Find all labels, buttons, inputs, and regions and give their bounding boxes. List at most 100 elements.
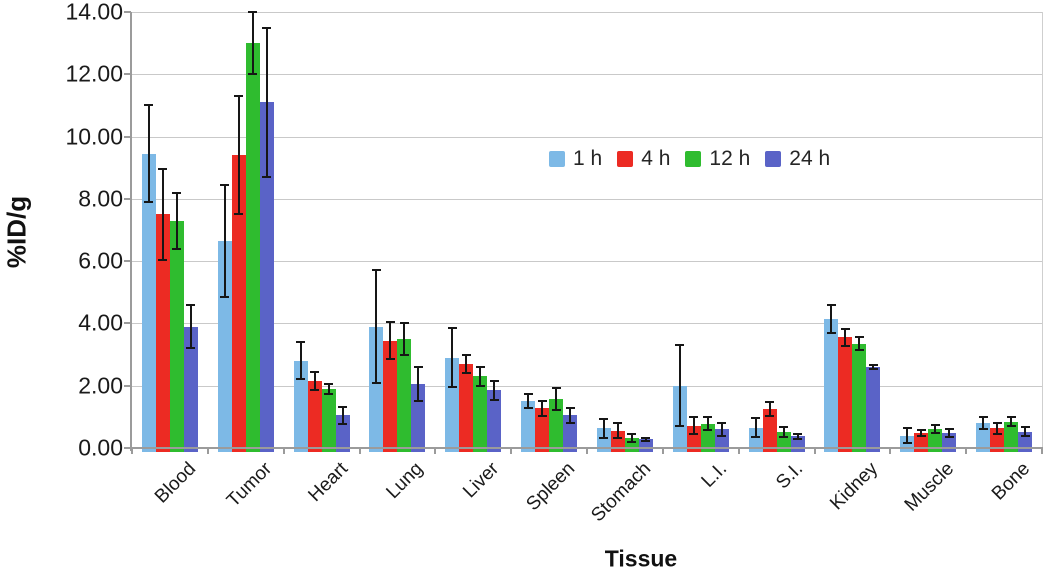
x-tick bbox=[889, 449, 892, 454]
error-bar-cap bbox=[689, 432, 699, 435]
error-bar-cap bbox=[1020, 426, 1030, 429]
error-bar-cap bbox=[902, 426, 912, 429]
error-bar bbox=[858, 337, 861, 350]
legend-item: 4 h bbox=[617, 147, 670, 171]
error-bar-cap bbox=[779, 436, 789, 439]
legend-item: 12 h bbox=[685, 147, 750, 171]
error-bar-cap bbox=[537, 414, 547, 417]
y-tick-label: 12.00 bbox=[65, 60, 123, 87]
bar-4h-Lung bbox=[383, 340, 398, 452]
x-tick bbox=[282, 449, 285, 454]
bar-24h-Kidney bbox=[866, 367, 881, 452]
error-bar bbox=[782, 427, 785, 438]
bar-1h-Blood bbox=[141, 153, 156, 452]
x-tick bbox=[965, 449, 968, 454]
error-bar-cap bbox=[220, 295, 230, 298]
error-bar bbox=[616, 423, 619, 439]
error-bar-cap bbox=[1006, 415, 1016, 418]
error-bar-cap bbox=[523, 393, 533, 396]
error-bar bbox=[754, 418, 757, 438]
error-bar bbox=[175, 192, 178, 249]
error-bar bbox=[299, 342, 302, 380]
bar-4h-Kidney bbox=[838, 337, 853, 452]
error-bar-cap bbox=[751, 436, 761, 439]
plot-right-border bbox=[1042, 12, 1043, 448]
error-bar-cap bbox=[613, 422, 623, 425]
error-bar-cap bbox=[371, 269, 381, 272]
bar-4h-Liver bbox=[459, 363, 474, 452]
error-bar bbox=[341, 406, 344, 425]
error-bar bbox=[479, 367, 482, 386]
error-bar-cap bbox=[413, 366, 423, 369]
y-tick-label: 4.00 bbox=[78, 309, 123, 336]
error-bar-cap bbox=[703, 428, 713, 431]
error-bar-cap bbox=[599, 436, 609, 439]
error-bar-cap bbox=[868, 368, 878, 371]
error-bar bbox=[920, 429, 923, 437]
y-tick bbox=[124, 197, 131, 200]
legend-swatch-icon bbox=[685, 151, 702, 167]
error-bar-cap bbox=[172, 247, 182, 250]
error-bar-cap bbox=[475, 384, 485, 387]
bar-1h-Tumor bbox=[217, 240, 232, 452]
error-bar bbox=[796, 433, 799, 439]
error-bar-cap bbox=[854, 348, 864, 351]
error-bar-cap bbox=[461, 353, 471, 356]
legend-label: 12 h bbox=[709, 147, 751, 170]
error-bar-cap bbox=[565, 421, 575, 424]
error-bar-cap bbox=[779, 426, 789, 429]
bar-1h-Spleen bbox=[521, 401, 536, 452]
error-bar-cap bbox=[868, 363, 878, 366]
x-axis-line bbox=[130, 447, 1043, 449]
bar-12h-Spleen bbox=[549, 399, 564, 452]
legend-swatch-icon bbox=[617, 151, 634, 167]
error-bar bbox=[189, 304, 192, 349]
error-bar-cap bbox=[751, 417, 761, 420]
error-bar-cap bbox=[992, 421, 1002, 424]
error-bar-cap bbox=[371, 381, 381, 384]
error-bar bbox=[630, 434, 633, 443]
error-bar-cap bbox=[826, 331, 836, 334]
error-bar-cap bbox=[916, 435, 926, 438]
error-bar bbox=[569, 407, 572, 423]
error-bar-cap bbox=[565, 406, 575, 409]
bar-1h-SI bbox=[748, 427, 763, 452]
error-bar-cap bbox=[551, 409, 561, 411]
error-bar-cap bbox=[854, 336, 864, 339]
gridline bbox=[132, 136, 1043, 138]
error-bar bbox=[720, 423, 723, 436]
error-bar-cap bbox=[551, 387, 561, 390]
error-bar-cap bbox=[296, 378, 306, 381]
error-bar bbox=[555, 388, 558, 410]
error-bar-cap bbox=[234, 95, 244, 98]
error-bar-cap bbox=[717, 434, 727, 437]
error-bar bbox=[678, 345, 681, 427]
error-bar-cap bbox=[234, 213, 244, 216]
legend-label: 24 h bbox=[789, 147, 831, 170]
bar-12h-Tumor bbox=[245, 43, 260, 452]
y-tick-label: 0.00 bbox=[78, 434, 123, 461]
error-bar-cap bbox=[944, 428, 954, 431]
error-bar-cap bbox=[413, 400, 423, 403]
x-tick bbox=[661, 449, 664, 454]
gridline bbox=[132, 385, 1043, 387]
error-bar-cap bbox=[338, 423, 348, 426]
error-bar-cap bbox=[385, 358, 395, 361]
error-bar-cap bbox=[675, 425, 685, 428]
x-tick bbox=[206, 449, 209, 454]
error-bar bbox=[403, 323, 406, 355]
gridline bbox=[132, 12, 1043, 13]
error-bar-cap bbox=[641, 436, 651, 439]
y-tick-label: 2.00 bbox=[78, 372, 123, 399]
error-bar-cap bbox=[296, 341, 306, 344]
error-bar-cap bbox=[144, 104, 154, 107]
error-bar-cap bbox=[186, 303, 196, 306]
error-bar bbox=[223, 184, 226, 297]
gridline bbox=[132, 198, 1043, 200]
error-bar-cap bbox=[399, 322, 409, 325]
error-bar-cap bbox=[158, 168, 168, 171]
error-bar bbox=[1010, 416, 1013, 427]
error-bar-cap bbox=[324, 392, 334, 395]
error-bar-cap bbox=[675, 344, 685, 347]
y-tick bbox=[124, 135, 131, 138]
